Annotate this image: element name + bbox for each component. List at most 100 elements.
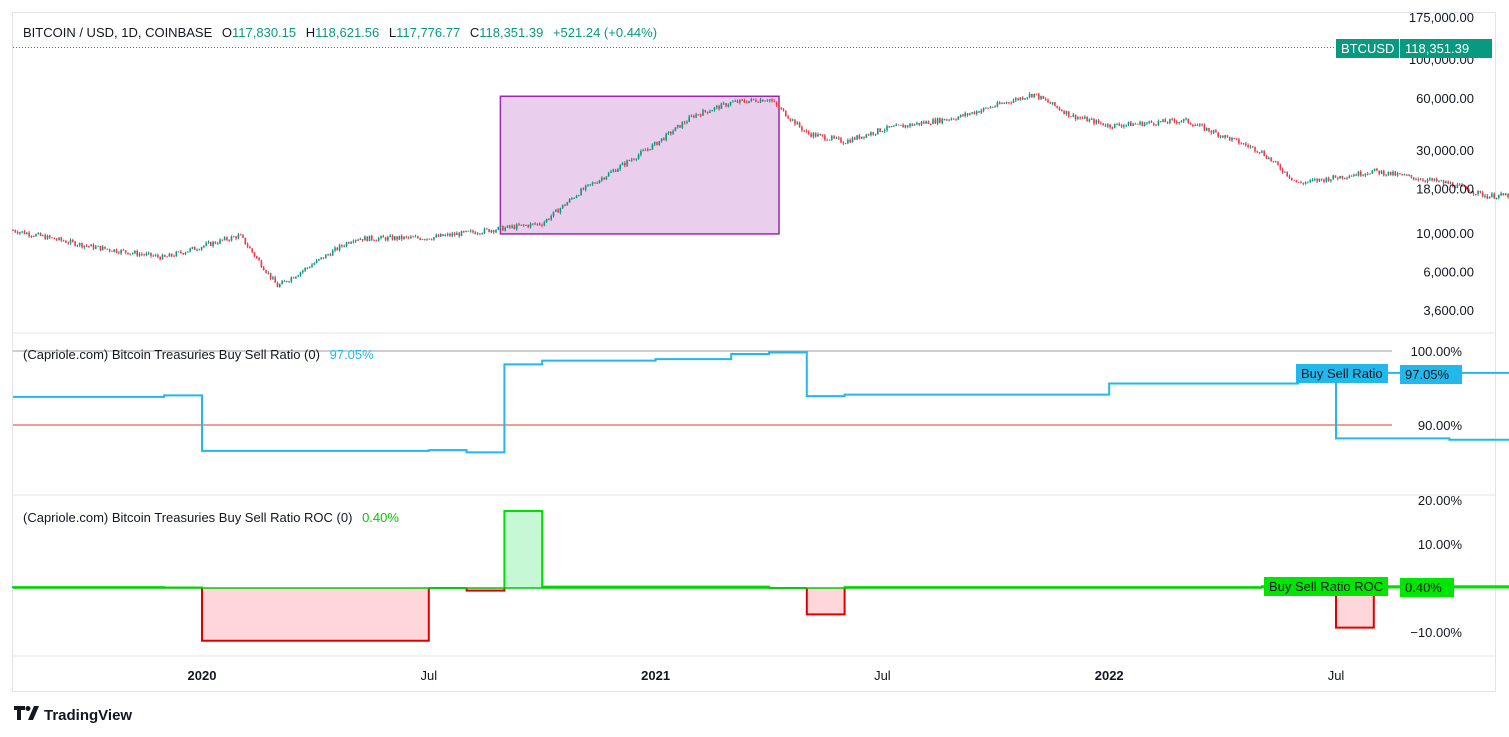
candle — [1481, 192, 1484, 197]
candle — [580, 188, 582, 196]
candle — [858, 135, 861, 139]
candle — [1323, 179, 1325, 182]
candle — [913, 124, 916, 126]
candle — [1353, 174, 1355, 176]
candle — [251, 248, 253, 253]
candle — [1247, 145, 1249, 147]
candle — [644, 150, 647, 151]
symbol-legend[interactable]: BITCOIN / USD, 1D, COINBASE O117,830.15 … — [23, 25, 663, 40]
roc-legend[interactable]: (Capriole.com) Bitcoin Treasuries Buy Se… — [23, 510, 405, 525]
candle — [506, 225, 509, 228]
candle — [750, 98, 753, 101]
candle — [1063, 111, 1065, 115]
candle — [168, 253, 171, 257]
roc-pane[interactable] — [12, 510, 1509, 642]
candle — [1458, 184, 1461, 186]
candle — [925, 121, 927, 124]
candle — [1226, 135, 1229, 137]
candle — [182, 253, 184, 255]
candle — [72, 239, 74, 242]
candle — [1307, 181, 1309, 183]
candle — [1065, 111, 1068, 115]
candle — [709, 111, 711, 113]
candle — [713, 107, 716, 111]
candle — [699, 114, 702, 116]
candle — [663, 138, 665, 141]
candle — [279, 284, 281, 288]
ratio-series-line — [13, 351, 1509, 454]
candle — [1412, 177, 1415, 180]
candle — [621, 162, 624, 166]
candle — [336, 247, 339, 251]
candle — [676, 125, 679, 128]
candle — [1369, 173, 1371, 175]
candle — [419, 238, 421, 240]
candle — [1100, 122, 1102, 124]
candle — [46, 235, 49, 240]
candle — [297, 275, 299, 277]
candle — [394, 236, 396, 240]
candle — [463, 231, 465, 232]
candle — [941, 118, 943, 123]
time-axis-label: Jul — [874, 668, 891, 683]
candle — [787, 116, 789, 119]
candle — [440, 234, 442, 237]
candle — [228, 239, 230, 241]
candle — [104, 246, 106, 249]
candle — [969, 113, 971, 115]
candle — [980, 110, 983, 113]
price-scale[interactable]: 175,000.00100,000.0060,000.0030,000.0018… — [1409, 10, 1474, 640]
candle — [189, 248, 191, 252]
candle — [1396, 173, 1399, 176]
candle — [1456, 184, 1459, 189]
candle — [918, 122, 920, 125]
candle — [60, 237, 63, 241]
candle — [134, 251, 136, 254]
candle — [26, 232, 28, 235]
candle — [936, 118, 939, 124]
tradingview-brand[interactable]: TradingView — [14, 706, 132, 724]
candle — [469, 230, 472, 232]
candle — [886, 126, 888, 131]
price-pane[interactable] — [12, 44, 1509, 288]
time-scale[interactable]: 2020Jul2021Jul2022Jul2023Jul2024Jul2025J… — [188, 668, 1509, 683]
candle — [902, 124, 904, 128]
candle — [870, 132, 872, 136]
candle — [860, 136, 863, 139]
candle — [343, 246, 345, 247]
candle — [1008, 102, 1010, 103]
candle — [755, 99, 757, 102]
candle — [948, 119, 950, 121]
candle — [1042, 95, 1045, 99]
candle — [207, 242, 210, 243]
candle — [1286, 171, 1288, 177]
candle — [1104, 125, 1107, 127]
candle — [1415, 179, 1417, 181]
candle — [1433, 178, 1436, 181]
candle — [812, 133, 815, 137]
candle — [1343, 177, 1346, 179]
candle — [223, 237, 226, 240]
candle — [808, 131, 810, 134]
price-axis-label: 3,600.00 — [1423, 303, 1474, 318]
ratio-legend[interactable]: (Capriole.com) Bitcoin Treasuries Buy Se… — [23, 347, 380, 362]
candle — [893, 126, 895, 127]
candle — [1484, 195, 1486, 197]
candle — [532, 223, 534, 225]
candle — [906, 125, 909, 127]
candle — [1148, 121, 1150, 123]
candle — [1118, 123, 1121, 126]
candle — [1162, 119, 1164, 122]
candle — [1245, 143, 1247, 146]
candle — [1219, 135, 1222, 137]
candle — [771, 99, 773, 102]
candle — [511, 225, 513, 228]
candle — [1086, 116, 1088, 122]
ratio-pane[interactable] — [13, 350, 1509, 454]
candle — [1406, 174, 1408, 176]
candle — [292, 277, 295, 279]
candle — [120, 249, 122, 254]
candle — [1424, 180, 1426, 182]
candle — [814, 133, 817, 137]
